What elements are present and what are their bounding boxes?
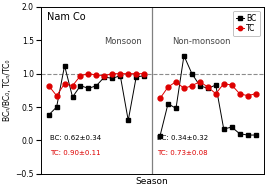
TC (135, 73, 138, 75)
TC (111, 73, 114, 75)
TC (63, 83, 66, 85)
Line: BC: BC (47, 64, 146, 122)
X-axis label: Season: Season (136, 177, 168, 186)
Text: BC: 0.34±0.32: BC: 0.34±0.32 (156, 135, 208, 141)
TC (55, 94, 58, 97)
Text: TC: 0.90±0.11: TC: 0.90±0.11 (50, 150, 100, 156)
TC (103, 74, 106, 77)
BC (103, 76, 106, 78)
Text: BC: 0.62±0.34: BC: 0.62±0.34 (50, 135, 101, 141)
BC (71, 96, 74, 98)
BC (55, 106, 58, 108)
TC (47, 84, 50, 87)
BC (127, 119, 130, 122)
BC (135, 76, 138, 78)
Legend: BC, TC: BC, TC (233, 11, 260, 36)
TC (119, 73, 122, 75)
TC (143, 73, 146, 75)
Text: Nam Co: Nam Co (47, 12, 86, 22)
BC (111, 77, 114, 80)
BC (63, 65, 66, 67)
Y-axis label: BCₙ/BC₀, TCₙ/TC₀: BCₙ/BC₀, TCₙ/TC₀ (3, 60, 13, 121)
Text: Monsoon: Monsoon (104, 37, 142, 46)
BC (119, 74, 122, 77)
Text: Non-monsoon: Non-monsoon (172, 37, 230, 46)
BC (47, 114, 50, 116)
Text: TC: 0.73±0.08: TC: 0.73±0.08 (156, 150, 207, 156)
BC (95, 84, 98, 87)
BC (79, 84, 82, 87)
BC (143, 74, 146, 77)
TC (71, 84, 74, 87)
Line: TC: TC (46, 71, 147, 98)
TC (95, 74, 98, 76)
BC (87, 87, 90, 90)
TC (87, 73, 90, 75)
TC (79, 74, 82, 77)
TC (127, 73, 130, 75)
